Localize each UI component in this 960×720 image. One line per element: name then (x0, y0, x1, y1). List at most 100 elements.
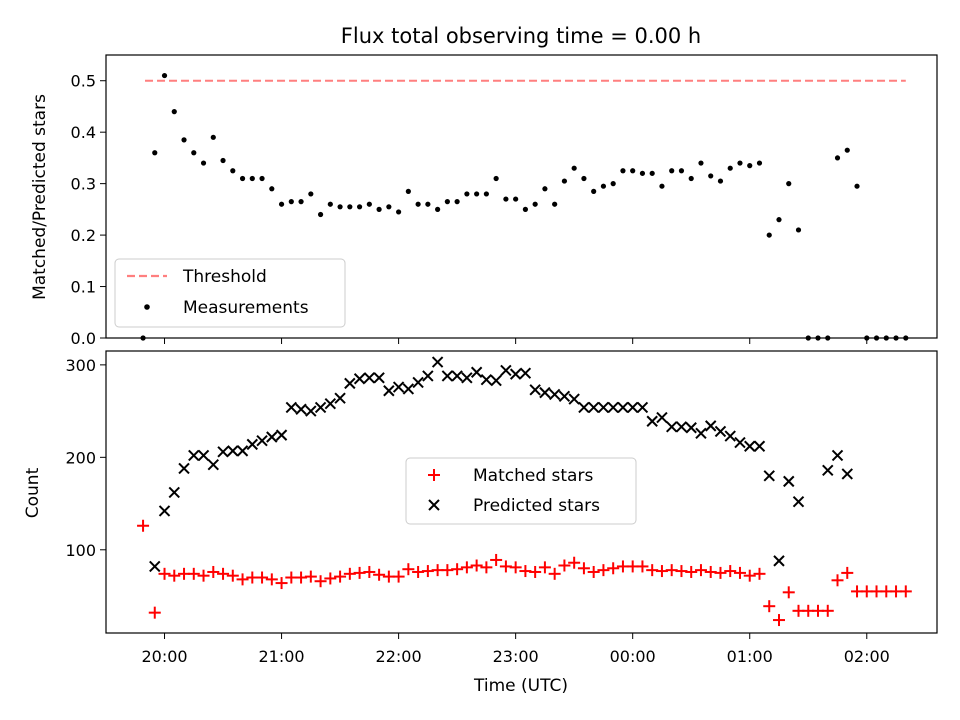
x-axis-label: Time (UTC) (473, 676, 568, 696)
matched-star-point (782, 586, 795, 599)
matched-star-point (490, 553, 503, 566)
matched-star-point (597, 564, 610, 577)
top-y-tick-label: 0.0 (71, 329, 96, 348)
measurement-point (308, 191, 314, 197)
predicted-star-point (744, 440, 756, 452)
measurement-point (698, 160, 704, 166)
matched-star-point (577, 562, 590, 575)
measurement-point (649, 170, 655, 176)
top-plot-frame (105, 54, 938, 339)
predicted-star-point (431, 356, 444, 368)
predicted-star-point (587, 401, 600, 414)
measurement-point (795, 227, 802, 233)
x-tick-label: 00:00 (610, 647, 656, 666)
measurement-point (620, 168, 626, 174)
measurement-point (249, 175, 255, 182)
measurement-point (873, 335, 880, 341)
matched-star-point (256, 571, 269, 584)
predicted-star-point (207, 459, 219, 471)
legend-threshold-label: Threshold (182, 267, 267, 287)
measurement-point (737, 160, 743, 166)
measurement-point (191, 150, 197, 156)
matched-star-point (324, 572, 337, 585)
predicted-star-point (324, 397, 337, 410)
matched-star-point (694, 564, 707, 577)
matched-star-point (137, 519, 150, 532)
measurement-point (503, 196, 509, 202)
predicted-star-point (792, 496, 805, 508)
predicted-star-point (822, 464, 834, 476)
predicted-star-point (597, 401, 610, 414)
top-y-tick-label: 0.5 (71, 72, 96, 91)
predicted-star-point (548, 388, 561, 401)
matched-star-point (841, 566, 854, 579)
measurement-point (834, 155, 841, 161)
measurement-point (152, 150, 158, 156)
matched-star-point (548, 567, 561, 580)
measurement-point (161, 72, 168, 79)
predicted-star-point (646, 415, 658, 427)
predicted-star-point (441, 370, 454, 382)
measurement-point (678, 168, 685, 174)
measurement-point (366, 201, 372, 207)
predicted-star-point (490, 374, 502, 387)
chart-title: Flux total observing time = 0.00 h (341, 24, 701, 48)
predicted-star-point (656, 411, 668, 424)
measurement-point (630, 168, 636, 174)
measurement-point (825, 335, 831, 341)
predicted-star-point (480, 373, 493, 386)
measurement-point (600, 183, 607, 189)
predicted-star-point (412, 376, 424, 389)
matched-star-point (402, 563, 415, 576)
chart-marks (137, 72, 912, 627)
predicted-star-point (295, 403, 307, 415)
x-tick-label: 22:00 (376, 647, 422, 666)
predicted-star-point (470, 366, 483, 378)
matched-star-point (460, 561, 473, 574)
measurement-point (327, 201, 333, 207)
x-tick-label: 01:00 (727, 647, 773, 666)
predicted-star-point (509, 368, 522, 380)
predicted-star-point (168, 486, 180, 499)
top-y-tick-label: 0.4 (71, 123, 96, 142)
matched-star-point (236, 573, 249, 586)
predicted-star-point (422, 370, 434, 382)
bottom-y-axis-label: Count (23, 467, 43, 518)
matched-star-point (275, 577, 288, 590)
measurement-point (532, 201, 538, 207)
predicted-star-point (314, 401, 327, 414)
measurement-point (356, 204, 363, 210)
matched-star-point (821, 604, 834, 617)
matched-star-point (509, 561, 522, 574)
matched-star-point (529, 565, 542, 578)
legend-matched-swatch (428, 469, 440, 481)
predicted-star-point (500, 364, 512, 377)
predicted-star-point (334, 392, 346, 404)
predicted-star-point (217, 446, 229, 458)
measurement-point (444, 199, 450, 205)
x-tick-label: 21:00 (259, 647, 305, 666)
matched-star-point (587, 565, 600, 578)
measurement-point (493, 175, 499, 182)
measurement-point (483, 191, 489, 197)
predicted-star-point (451, 370, 463, 382)
top-legend: Threshold Measurements (114, 258, 346, 328)
measurement-point (171, 109, 177, 115)
measurement-point (776, 217, 782, 223)
predicted-star-point (256, 434, 268, 447)
matched-star-point (763, 600, 776, 613)
measurement-point (815, 335, 821, 341)
predicted-star-point (578, 401, 590, 414)
top-y-axis-label: Matched/Predicted stars (30, 94, 50, 300)
measurement-point (513, 196, 519, 202)
matched-star-point (158, 567, 171, 580)
matched-star-point (607, 562, 620, 575)
legend-predicted-label: Predicted stars (473, 496, 600, 516)
bottom-y-tick-label: 200 (65, 448, 96, 467)
measurement-point (727, 165, 733, 171)
predicted-star-point (266, 431, 278, 443)
matched-star-point (168, 569, 181, 582)
measurement-point (659, 183, 665, 189)
measurement-point (278, 201, 285, 207)
measurement-point (756, 160, 763, 166)
